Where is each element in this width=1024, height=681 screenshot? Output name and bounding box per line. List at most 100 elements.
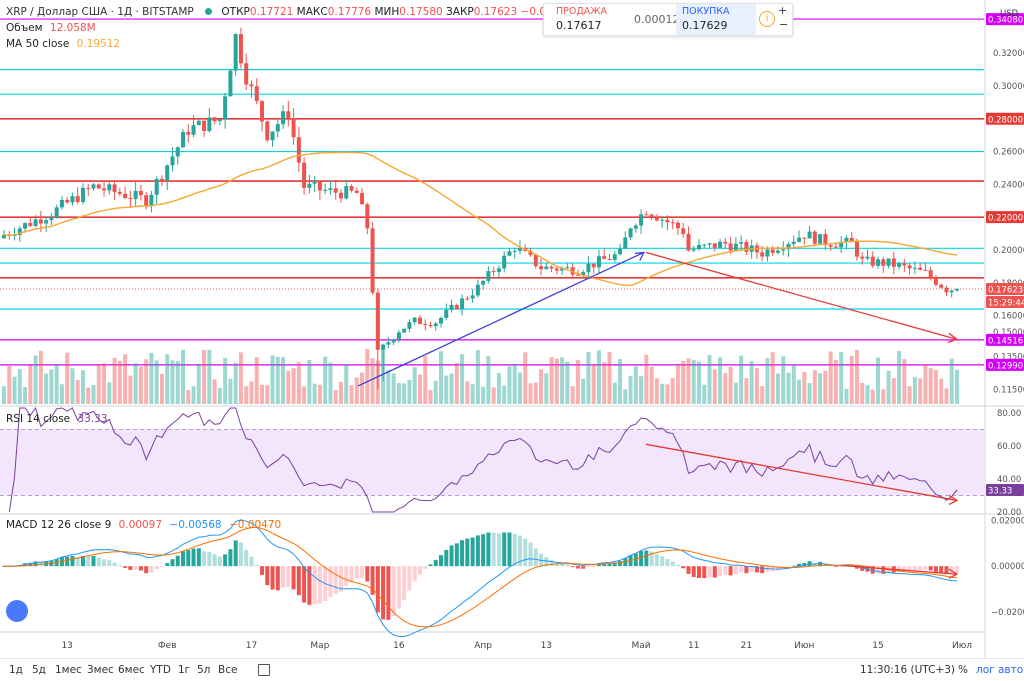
volume-bar	[354, 377, 359, 404]
minus-icon[interactable]: −	[779, 18, 789, 31]
timeframe-3m[interactable]: 3мес	[87, 664, 114, 676]
clock[interactable]: 11:30:16 (UTC+3)	[860, 664, 955, 676]
macd-histogram-bar	[854, 566, 859, 569]
level-price-badge: 0.12990	[988, 361, 1023, 371]
date-range-icon[interactable]	[258, 664, 270, 676]
macd-histogram-bar	[760, 566, 765, 574]
level-price-badge-bg	[986, 333, 1024, 346]
volume-bar	[233, 362, 238, 404]
macd-histogram-bar	[565, 565, 570, 567]
macd-histogram-bar	[486, 532, 491, 567]
macd-histogram-bar	[254, 564, 259, 567]
info-icon[interactable]: i	[759, 11, 775, 27]
macd-histogram-bar	[502, 532, 507, 567]
macd-histogram-bar	[454, 543, 459, 567]
candle-body	[54, 207, 59, 217]
time-tick-label: Фев	[158, 641, 177, 651]
time-tick-label: 11	[688, 641, 699, 651]
volume-bar	[691, 359, 696, 404]
volume-bar	[707, 354, 712, 404]
time-tick-label: Июн	[794, 641, 814, 651]
volume-bar	[323, 356, 328, 404]
timeframe-ytd[interactable]: YTD	[150, 664, 171, 676]
volume-bar	[781, 356, 786, 404]
macd-histogram-bar	[791, 565, 796, 567]
volume-bar	[828, 351, 833, 404]
log-toggle[interactable]: лог	[976, 664, 995, 676]
candle-body	[623, 237, 628, 249]
candle-body	[912, 267, 917, 269]
candle-body	[886, 258, 891, 266]
rsi-legend[interactable]: RSI 14 close 33.33	[6, 413, 108, 426]
candle-body	[296, 137, 301, 163]
volume-bar	[370, 358, 375, 404]
macd-legend[interactable]: MACD 12 26 close 9 0.00097 −0.00568 −0.0…	[6, 519, 281, 532]
candle-body	[86, 187, 91, 189]
volume-bar	[728, 366, 733, 404]
volume-bar	[454, 363, 459, 404]
timeframe-1m[interactable]: 1мес	[55, 664, 82, 676]
macd-histogram-bar	[207, 551, 212, 567]
volume-bar	[881, 389, 886, 404]
macd-histogram-bar	[818, 561, 823, 567]
volume-bar	[512, 363, 517, 404]
sell-button[interactable]: ПРОДАЖА 0.17617	[544, 4, 626, 35]
macd-histogram-bar	[870, 566, 875, 574]
volume-bar	[433, 380, 438, 404]
macd-histogram-bar	[128, 566, 133, 570]
volume-legend[interactable]: Объем 12.058M	[6, 22, 96, 35]
volume-bar	[517, 372, 522, 404]
macd-tick-label: 0.00000	[991, 562, 1024, 572]
timeframe-5y[interactable]: 5л	[197, 664, 211, 676]
candle-body	[181, 131, 186, 148]
volume-bar	[391, 373, 396, 404]
volume-bar	[207, 349, 212, 404]
macd-line	[4, 519, 958, 637]
volume-bar	[897, 351, 902, 404]
timeframe-1y[interactable]: 1г	[178, 664, 191, 676]
buy-button[interactable]: ПОКУПКА 0.17629	[676, 4, 756, 35]
volume-bar	[849, 355, 854, 404]
plus-icon[interactable]: +	[778, 4, 788, 17]
symbol-title[interactable]: XRP / Доллар США · 1Д · BITSTAMP	[6, 6, 194, 18]
auto-toggle[interactable]: авто	[998, 664, 1024, 676]
candle-body	[249, 84, 254, 87]
candle-body	[807, 231, 812, 239]
macd-histogram-bar	[465, 538, 470, 567]
macd-histogram-bar	[154, 566, 159, 569]
macd-histogram-bar	[181, 551, 186, 567]
chart-canvas[interactable]: 0.115000.130000.135000.150000.160000.180…	[0, 0, 1024, 658]
candle-body	[797, 237, 802, 242]
candle-body	[607, 258, 612, 260]
volume-bar	[602, 362, 607, 404]
countdown-badge: 15:29:44	[988, 298, 1024, 308]
time-tick-label: 15	[872, 641, 883, 651]
volume-bar	[328, 362, 333, 404]
signal-line	[4, 526, 958, 628]
macd-histogram-bar	[596, 564, 601, 567]
volume-bar	[891, 378, 896, 404]
candle-body	[349, 186, 354, 191]
candle-body	[575, 274, 580, 276]
timeframe-5d[interactable]: 5д	[32, 664, 46, 676]
candle-body	[328, 188, 333, 190]
volume-bar	[28, 365, 33, 404]
timeframe-6m[interactable]: 6мес	[118, 664, 145, 676]
percent-toggle[interactable]: %	[958, 664, 968, 676]
macd-histogram-bar	[675, 564, 680, 567]
timeframe-all[interactable]: Все	[218, 664, 238, 676]
macd-histogram-bar	[33, 561, 38, 567]
candle-body	[517, 247, 522, 251]
macd-histogram-bar	[386, 566, 391, 620]
candle-body	[670, 222, 675, 224]
timeframe-1d[interactable]: 1д	[9, 664, 23, 676]
candle-body	[628, 228, 633, 238]
macd-histogram-bar	[375, 566, 380, 613]
candle-body	[412, 317, 417, 323]
candle-body	[233, 34, 238, 71]
macd-histogram-bar	[391, 566, 396, 616]
level-price-badge: 0.28000	[988, 115, 1023, 125]
ma-legend[interactable]: MA 50 close 0.19512	[6, 38, 120, 51]
macd-histogram-bar	[686, 566, 691, 574]
